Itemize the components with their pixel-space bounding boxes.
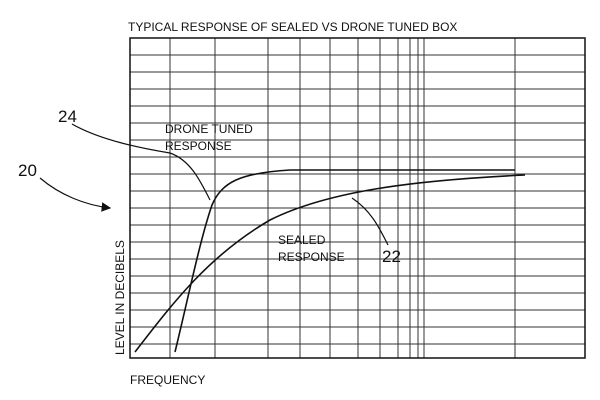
drone-tuned-curve — [174, 169, 515, 353]
y-axis-label: LEVEL IN DECIBELS — [113, 240, 127, 355]
curve-label: RESPONSE — [278, 250, 345, 264]
arrow — [39, 177, 112, 212]
curve-label: SEALED — [278, 233, 326, 247]
reference-number: 22 — [382, 247, 401, 266]
sealed-curve — [134, 174, 526, 353]
leader-line — [71, 123, 211, 201]
leader-line — [351, 197, 389, 246]
grid — [130, 38, 585, 358]
reference-number: 24 — [58, 107, 77, 126]
reference-number: 20 — [18, 161, 37, 180]
title: TYPICAL RESPONSE OF SEALED VS DRONE TUNE… — [128, 20, 457, 34]
plot-frame — [129, 37, 586, 359]
curve-label: DRONE TUNED — [165, 122, 253, 136]
curve-label: RESPONSE — [165, 139, 232, 153]
x-axis-label: FREQUENCY — [130, 373, 205, 387]
